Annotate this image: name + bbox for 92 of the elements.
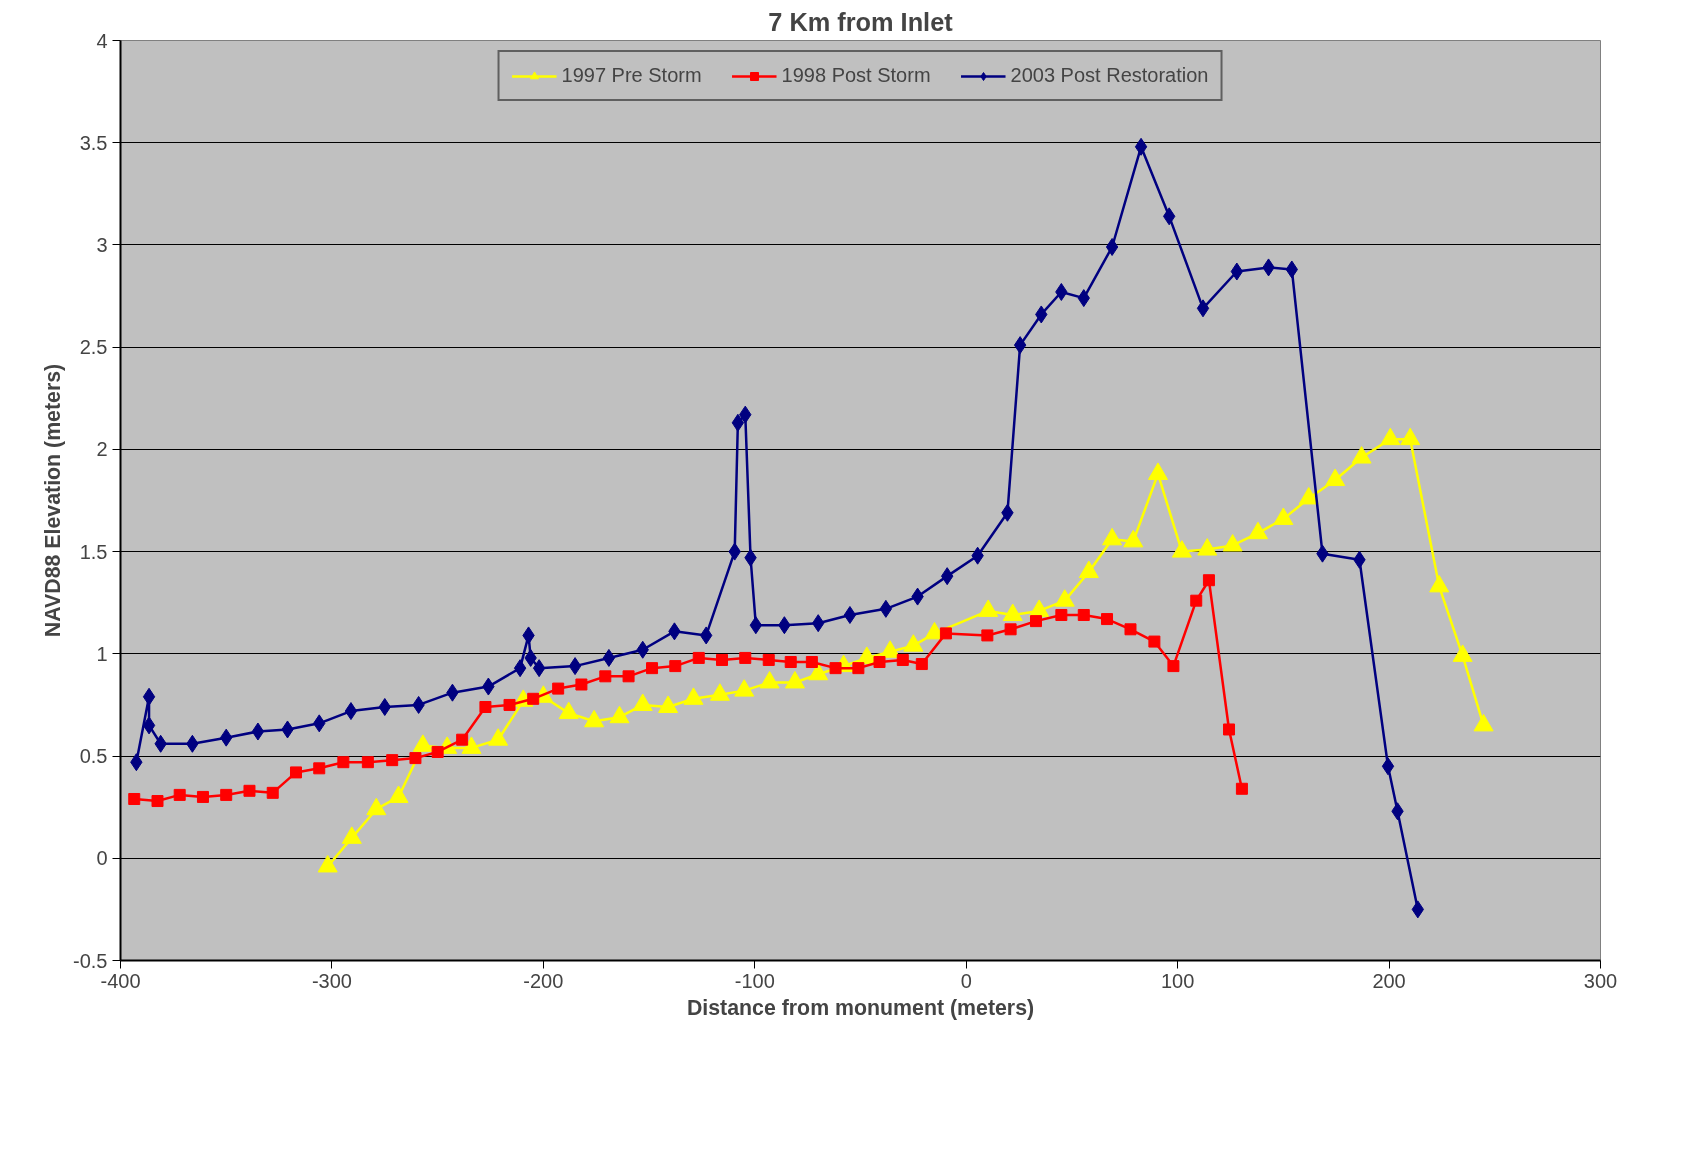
point [829,662,842,675]
point [552,682,565,695]
y-tick-label: 1.5 [79,540,108,563]
y-tick-label: 3.5 [79,131,108,154]
point [1004,623,1017,636]
x-tick-label: -200 [523,969,564,992]
point [1202,574,1215,587]
point [981,629,994,642]
point [805,656,818,669]
point [142,687,156,706]
y-tick-label: 2 [96,438,108,461]
y-tick-label: 1 [96,642,108,665]
point [513,659,527,678]
x-tick-label: 300 [1583,969,1618,992]
point [251,722,265,741]
point [1190,594,1203,607]
point [784,656,797,669]
point [622,670,635,683]
point [1148,635,1161,648]
legend-label: 2003 Post Restoration [1010,64,1209,87]
point [1077,608,1090,621]
point [915,658,928,671]
chart-title: 7 Km from Inlet [768,7,954,36]
point [873,656,886,669]
point [479,700,492,713]
point [939,627,952,640]
point [1223,723,1236,736]
point [1134,137,1148,156]
point [739,651,752,664]
point [409,752,422,765]
point [266,786,279,799]
point [896,653,909,666]
point [503,698,516,711]
point [692,651,705,664]
point [1101,613,1114,626]
point [337,756,350,769]
point [599,670,612,683]
y-tick-label: -0.5 [73,949,108,972]
point [716,653,729,666]
point [852,662,865,675]
point [1235,782,1248,795]
x-tick-label: 0 [960,969,972,992]
point [128,792,141,805]
point [532,659,546,678]
point [361,756,374,769]
point [151,795,164,808]
x-tick-label: 100 [1160,969,1195,992]
x-tick-label: -300 [311,969,352,992]
point [386,754,399,767]
x-tick-label: -100 [734,969,775,992]
point [527,692,540,705]
point [1013,336,1027,355]
point [1124,623,1137,636]
y-tick-label: 0 [96,847,108,870]
point [1196,299,1210,318]
legend-label: 1997 Pre Storm [561,64,702,87]
point [431,745,444,758]
y-tick-label: 2.5 [79,336,108,359]
point [575,678,588,691]
y-axis-title: NAVD88 Elevation (meters) [41,363,66,638]
point [1105,237,1119,256]
point [646,662,659,675]
point [602,648,616,667]
point [173,788,186,801]
point [289,766,302,779]
point [749,616,763,635]
point [731,413,745,432]
x-tick-label: 200 [1372,969,1406,992]
y-tick-label: 4 [96,29,108,52]
point [568,657,582,676]
point [196,790,209,803]
point [1167,660,1180,673]
point [243,784,256,797]
point [456,733,469,746]
x-tick-label: -400 [100,969,141,992]
point [699,626,713,645]
point [220,788,233,801]
point [879,599,893,618]
point [1055,608,1068,621]
point [142,716,156,735]
y-tick-label: 0.5 [79,745,108,768]
point [669,660,682,673]
point [1029,615,1042,628]
point [762,653,775,666]
point [843,605,857,624]
point [1230,262,1244,281]
point [1381,757,1395,776]
point [313,762,326,775]
y-tick-label: 3 [96,233,108,256]
point [344,702,358,721]
x-axis-title: Distance from monument (meters) [686,995,1035,1020]
legend-label: 1998 Post Storm [781,64,931,87]
